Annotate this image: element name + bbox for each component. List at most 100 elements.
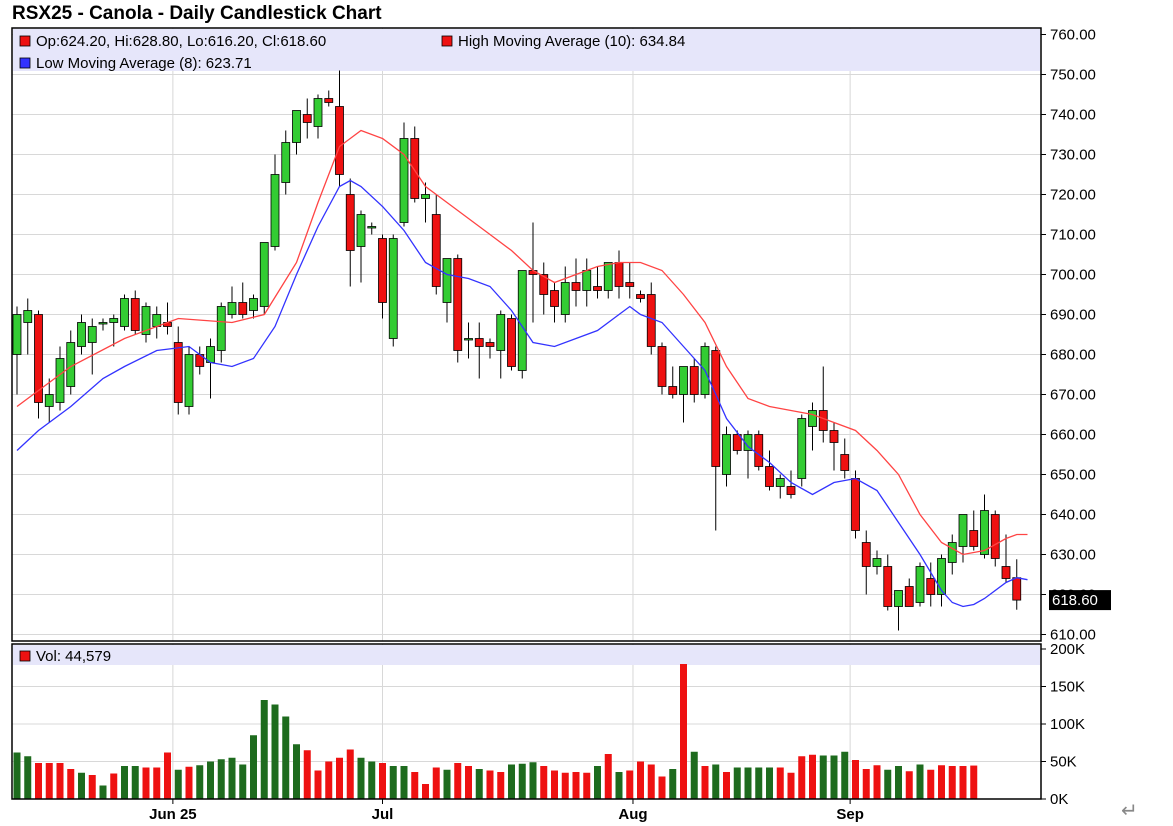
volume-bar [497,772,505,799]
candle-down [786,486,796,495]
volume-bar [196,765,204,799]
candle-up [894,590,903,607]
volume-bar [551,770,558,799]
volume-bar [303,750,311,799]
candle-up [958,514,968,547]
candle-down [711,350,721,467]
volume-bar [647,764,655,799]
candle-up [109,318,119,323]
candle-down [453,258,463,351]
volume-bar [733,767,741,799]
volume-bar [357,757,365,799]
volume-bar [852,760,859,799]
candle-down [485,342,495,347]
price-tick-label: 650.00 [1050,467,1096,484]
candle-down [539,274,549,295]
volume-bar [293,744,300,799]
x-tick-label: Sep [836,806,864,823]
candle-down [571,282,581,291]
volume-bar [121,766,128,799]
volume-bar [927,769,935,799]
volume-bar [250,735,257,799]
candle-up [23,310,33,323]
candle-down [474,338,484,347]
candle-up [77,322,86,347]
volume-bar [314,770,322,799]
volume-tick-label: 0K [1050,791,1068,808]
candle-up [98,322,108,325]
volume-bar [24,756,32,799]
candle-up [947,542,957,563]
candle-down [732,434,742,451]
x-tick-label: Jun 25 [149,806,197,823]
volume-bar [626,770,634,799]
price-tick-label: 690.00 [1050,307,1096,324]
price-tick-label: 660.00 [1050,427,1096,444]
volume-tick-label: 200K [1050,641,1085,658]
candle-up [44,394,54,407]
candle-up [464,338,473,341]
candle-up [743,434,753,451]
candle-down [324,98,334,103]
volume-bar [78,772,85,799]
volume-bar [938,765,945,799]
volume-bar [776,767,784,799]
volume-bar [637,761,644,799]
candle-down [926,578,936,595]
volume-bar [164,752,171,799]
volume-bar [13,752,21,799]
x-tick-label: Aug [618,806,647,823]
candle-up [582,270,592,291]
volume-bar [583,772,591,799]
price-tick-label: 630.00 [1050,547,1096,564]
volume-legend-swatch [19,650,31,662]
volume-bar [217,759,225,799]
volume-bar [508,764,515,799]
volume-bar [766,767,773,799]
volume-bar [99,785,107,799]
volume-bar [325,761,333,799]
volume-bar [88,775,96,799]
candle-down [668,386,678,395]
price-tick-label: 680.00 [1050,347,1096,364]
price-tick-label: 740.00 [1050,107,1096,124]
price-tick-label: 720.00 [1050,187,1096,204]
volume-bar [959,766,967,799]
volume-bar [561,772,569,799]
volume-bar [400,766,408,799]
price-tick-label: 700.00 [1050,267,1096,284]
volume-bar [841,751,849,799]
candle-down [1012,577,1022,601]
volume-bar [712,764,720,799]
volume-bar [798,756,806,799]
volume-bar [443,769,451,799]
candle-down [550,290,559,307]
volume-bar [916,764,924,799]
candle-up [980,510,989,555]
high-ma-legend-text: High Moving Average (10): 634.84 [458,33,685,50]
volume-bar [432,767,440,799]
volume-bar [228,757,236,799]
candle-up [259,242,269,307]
volume-bar [35,763,42,799]
candle-up [560,282,570,315]
volume-bar [862,769,870,799]
candle-down [829,430,839,443]
candle-up [120,298,129,327]
volume-legend-band [13,645,1040,665]
candle-up [399,138,409,223]
volume-bar [680,664,687,799]
volume-bar [884,769,892,799]
volume-bar [379,763,386,799]
candle-down [302,114,312,123]
candle-down [657,346,667,387]
candle-down [335,106,344,175]
candle-down [238,302,248,315]
volume-bar [174,769,182,799]
volume-bar [411,772,419,799]
low-moving-average-line [16,179,1028,608]
volume-bar [368,761,376,799]
volume-bar [905,771,913,799]
price-panel: 610.00620.00630.00640.00650.00660.00670.… [11,27,1111,644]
candle-up [775,478,785,487]
